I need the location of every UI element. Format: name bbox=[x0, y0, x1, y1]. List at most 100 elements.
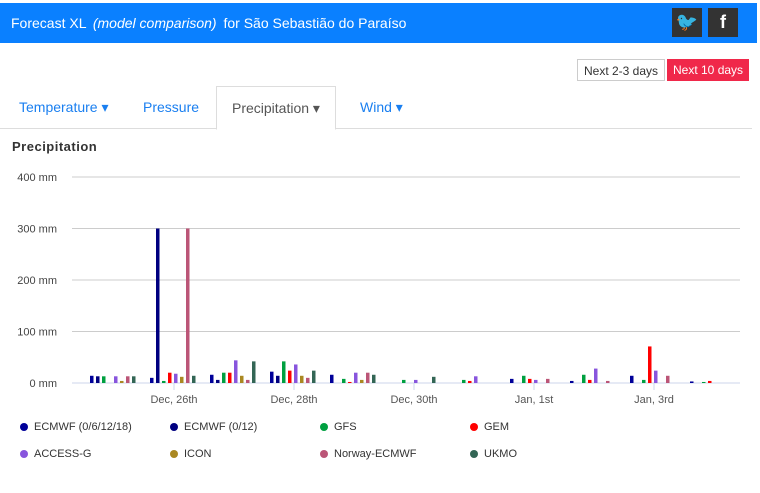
legend-label: Norway-ECMWF bbox=[334, 448, 417, 460]
bar-ukmo bbox=[432, 376, 436, 383]
chart-title: Precipitation bbox=[12, 139, 98, 154]
bar-gfs bbox=[102, 376, 106, 383]
y-tick-label: 0 mm bbox=[30, 378, 58, 390]
legend-item[interactable]: ECMWF (0/6/12/18) bbox=[20, 421, 132, 433]
bar-gfs bbox=[522, 375, 526, 383]
legend-marker bbox=[170, 450, 178, 458]
bar-ecmwf-0-6-12-18- bbox=[570, 380, 574, 383]
legend-item[interactable]: UKMO bbox=[470, 448, 517, 460]
legend-marker bbox=[20, 423, 28, 431]
bar-gfs bbox=[702, 381, 706, 383]
x-tick-label: Dec, 28th bbox=[270, 394, 317, 406]
bar-gem bbox=[528, 378, 532, 383]
bar-ecmwf-0-12- bbox=[96, 376, 100, 383]
x-tick-label: Dec, 26th bbox=[150, 394, 197, 406]
bar-access-g bbox=[294, 364, 298, 383]
legend-label: UKMO bbox=[484, 448, 517, 460]
legend-label: ECMWF (0/12) bbox=[184, 421, 258, 433]
bar-access-g bbox=[594, 368, 598, 383]
legend-label: GFS bbox=[334, 421, 357, 433]
bar-gfs bbox=[402, 379, 406, 383]
legend-item[interactable]: ACCESS-G bbox=[20, 448, 91, 460]
bar-ecmwf-0-6-12-18- bbox=[270, 371, 274, 383]
twitter-icon[interactable]: 🐦 bbox=[672, 8, 702, 37]
bar-ecmwf-0-12- bbox=[216, 379, 220, 383]
legend-marker bbox=[470, 450, 478, 458]
bar-norway-ecmwf bbox=[306, 377, 310, 383]
bar-ecmwf-0-6-12-18- bbox=[210, 374, 214, 383]
tab-wind[interactable]: Wind ▾ bbox=[360, 99, 403, 115]
bar-gem bbox=[708, 380, 712, 383]
bar-icon bbox=[240, 375, 244, 383]
tab-temperature[interactable]: Temperature ▾ bbox=[19, 99, 109, 115]
tab-pressure[interactable]: Pressure bbox=[143, 99, 200, 115]
bar-norway-ecmwf bbox=[366, 372, 370, 383]
bar-icon bbox=[180, 376, 184, 383]
bar-ecmwf-0-12- bbox=[276, 375, 280, 383]
bar-ukmo bbox=[192, 375, 196, 383]
bar-access-g bbox=[654, 370, 658, 383]
bar-norway-ecmwf bbox=[186, 228, 190, 383]
legend-label: ECMWF (0/6/12/18) bbox=[34, 421, 132, 433]
y-tick-label: 100 mm bbox=[17, 327, 57, 339]
legend-item[interactable]: GFS bbox=[320, 421, 357, 433]
y-tick-label: 400 mm bbox=[17, 172, 57, 184]
bar-ukmo bbox=[252, 361, 256, 383]
bar-gem bbox=[288, 370, 292, 383]
bar-ecmwf-0-6-12-18- bbox=[90, 375, 94, 383]
legend-item[interactable]: Norway-ECMWF bbox=[320, 448, 417, 460]
bar-gem bbox=[168, 372, 172, 383]
bar-gem bbox=[228, 372, 232, 383]
bar-ecmwf-0-6-12-18- bbox=[150, 377, 154, 383]
bar-ecmwf-0-6-12-18- bbox=[630, 375, 634, 383]
y-tick-label: 200 mm bbox=[17, 275, 57, 287]
bar-ecmwf-0-6-12-18- bbox=[690, 381, 694, 383]
legend-item[interactable]: ICON bbox=[170, 448, 212, 460]
bar-gfs bbox=[582, 374, 586, 383]
legend-marker bbox=[320, 450, 328, 458]
next-2-3-days-button[interactable]: Next 2-3 days bbox=[577, 59, 666, 81]
header-bar: Forecast XL (model comparison) for São S… bbox=[0, 3, 757, 43]
bar-gfs bbox=[342, 378, 346, 383]
bar-access-g bbox=[174, 373, 178, 383]
legend-label: ICON bbox=[184, 448, 212, 460]
legend-item[interactable]: ECMWF (0/12) bbox=[170, 421, 257, 433]
bar-icon bbox=[300, 375, 304, 383]
bar-access-g bbox=[414, 379, 418, 383]
tab-bar: Temperature ▾ Pressure Precipitation ▾ W… bbox=[0, 86, 752, 130]
next-10-days-button[interactable]: Next 10 days bbox=[667, 59, 750, 81]
bar-access-g bbox=[114, 376, 118, 383]
title-app: Forecast XL bbox=[11, 15, 86, 31]
tab-precipitation[interactable]: Precipitation ▾ bbox=[216, 86, 336, 130]
legend-marker bbox=[320, 423, 328, 431]
bar-access-g bbox=[354, 372, 358, 383]
bar-gem bbox=[348, 381, 352, 383]
bar-norway-ecmwf bbox=[546, 378, 550, 383]
bar-gfs bbox=[642, 379, 646, 383]
bar-ukmo bbox=[312, 370, 316, 383]
bar-gem bbox=[468, 380, 472, 383]
legend-label: GEM bbox=[484, 421, 510, 433]
bar-norway-ecmwf bbox=[606, 380, 610, 383]
bar-icon bbox=[360, 379, 364, 383]
bar-ecmwf-0-6-12-18- bbox=[510, 378, 514, 383]
bar-ecmwf-0-12- bbox=[156, 228, 160, 383]
bar-gfs bbox=[462, 379, 466, 383]
bar-norway-ecmwf bbox=[126, 376, 130, 383]
bar-ecmwf-0-6-12-18- bbox=[330, 374, 334, 383]
x-tick-label: Jan, 1st bbox=[515, 394, 554, 406]
y-tick-label: 300 mm bbox=[17, 224, 57, 236]
bar-icon bbox=[120, 380, 124, 383]
bar-access-g bbox=[534, 379, 538, 383]
facebook-icon[interactable]: f bbox=[708, 8, 738, 37]
legend-marker bbox=[170, 423, 178, 431]
legend-item[interactable]: GEM bbox=[470, 421, 509, 433]
bar-norway-ecmwf bbox=[666, 375, 670, 383]
title-location: for São Sebastião do Paraíso bbox=[223, 15, 407, 31]
bar-gfs bbox=[282, 361, 286, 383]
legend-marker bbox=[470, 423, 478, 431]
bar-norway-ecmwf bbox=[246, 379, 250, 383]
legend-label: ACCESS-G bbox=[34, 448, 92, 460]
bar-gem bbox=[588, 379, 592, 383]
